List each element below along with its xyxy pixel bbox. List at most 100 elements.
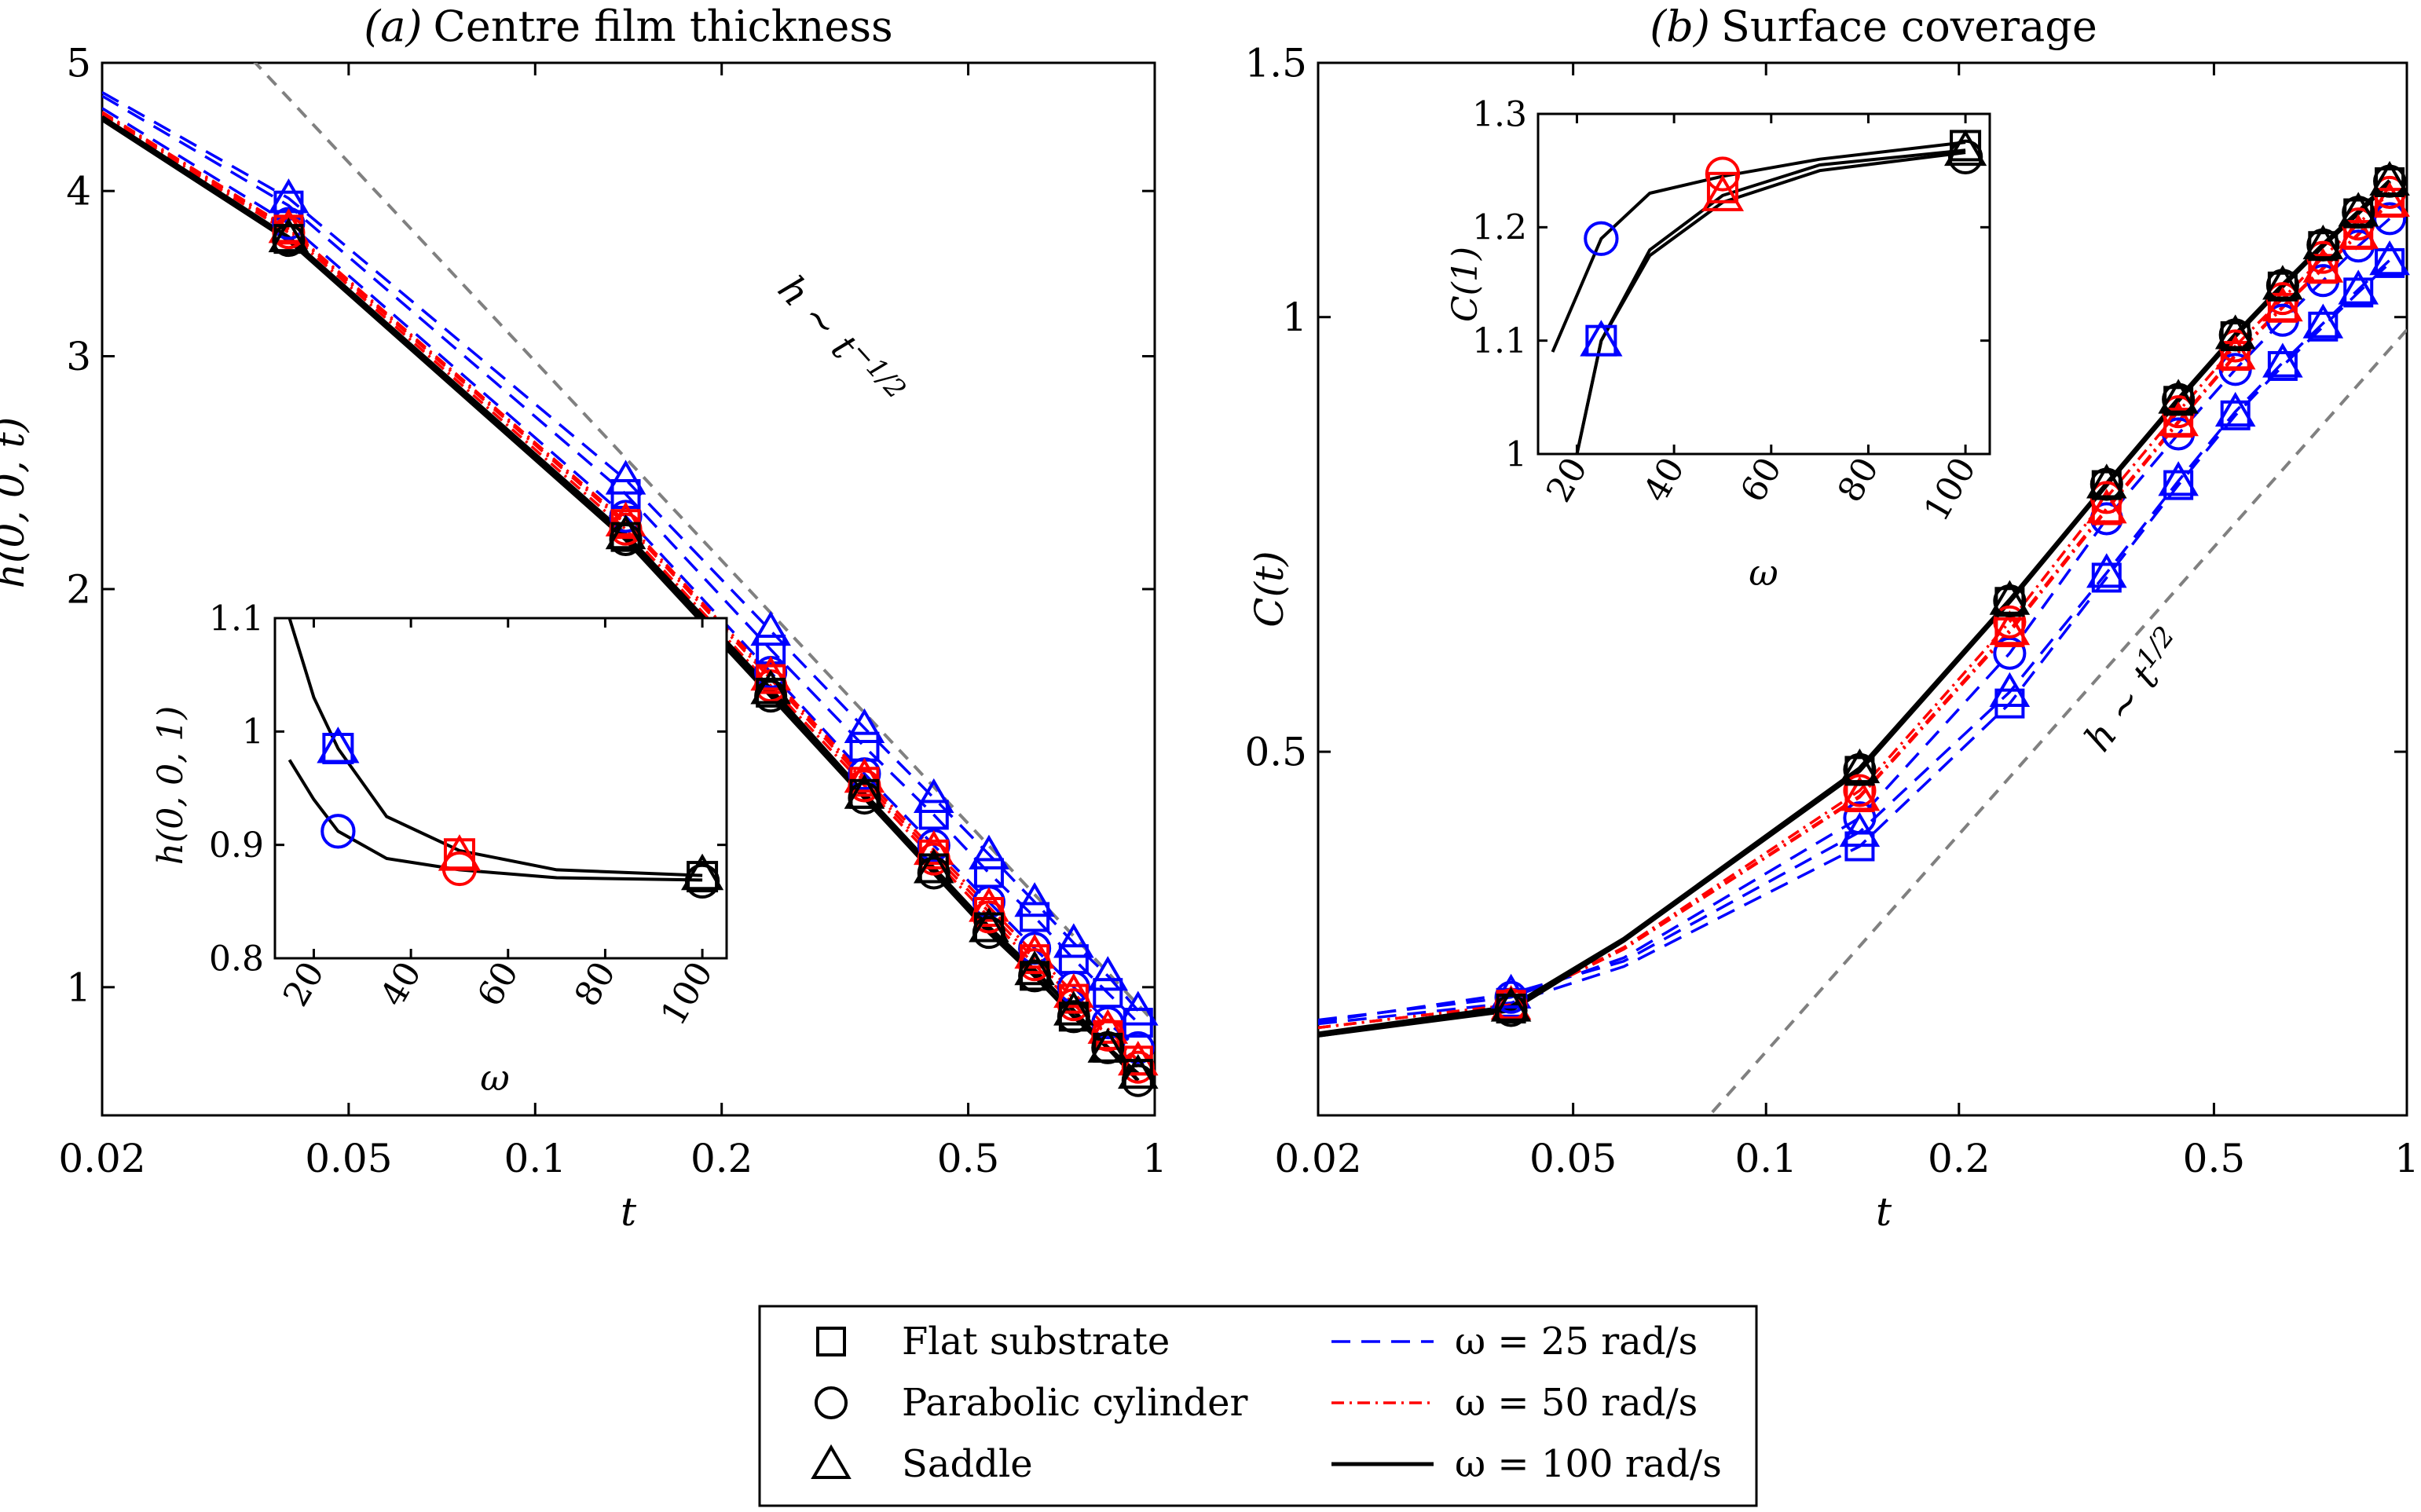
inset-a-xlabel: ω [480, 1056, 510, 1099]
marker-omega-25-triangle [1014, 882, 1055, 917]
marker-omega-100-triangle [2214, 314, 2256, 350]
marker-omega-50-triangle [1053, 972, 1094, 1009]
inset-b-box [1536, 112, 1991, 456]
guide-line [1707, 327, 2407, 1115]
marker-omega-50-square [1994, 617, 2025, 647]
legend-label-omega-100: ω = 100 rad/s [1455, 1442, 1722, 1486]
y-tick-label: 1 [1282, 295, 1307, 340]
x-tick-label: 1 [1142, 1136, 1167, 1181]
marker-omega-100-triangle [1014, 950, 1055, 986]
inset-curve-1 [288, 618, 703, 877]
marker-omega-25-triangle [1839, 811, 1881, 848]
x-tick-label: 0.1 [1734, 1136, 1797, 1181]
series-line-omega-25-triangle [1318, 259, 2391, 1023]
inset-a-ticks: 20 40 60 80 100 0.8 0.9 1 1.1 [209, 599, 727, 1032]
panel-a-xlabel: t [621, 1189, 637, 1235]
inset-marker-omega-50-triangle [438, 834, 482, 871]
y-tick-label: 1 [1505, 434, 1527, 474]
y-tick-label: 5 [66, 41, 91, 86]
legend-label-square: Flat substrate [902, 1320, 1170, 1364]
inset-marker-omega-50-square [1706, 171, 1738, 203]
x-tick-label: 60 [470, 955, 526, 1013]
marker-omega-50-triangle [1087, 1009, 1129, 1044]
x-tick-label: 80 [567, 955, 624, 1013]
inset-a: 20 40 60 80 100 0.8 0.9 1 1.1 ω h(0, 0, 1) [151, 599, 728, 1099]
inset-marker-omega-50-triangle [1701, 174, 1745, 211]
marker-omega-25-triangle [2086, 553, 2127, 588]
marker-omega-100-circle [1018, 959, 1052, 993]
marker-omega-50-triangle [2369, 181, 2410, 217]
marker-omega-25-circle [1494, 980, 1528, 1014]
marker-omega-100-circle [917, 856, 950, 890]
marker-omega-25-square [2375, 247, 2405, 278]
legend-marker-triangle [811, 1444, 852, 1479]
series-line-omega-50-triangle [1318, 200, 2391, 1030]
marker-omega-25-square [2343, 277, 2374, 308]
x-tick-label: 40 [1635, 451, 1692, 509]
x-tick-label: 20 [1539, 451, 1595, 509]
x-tick-label: 0.5 [937, 1136, 1000, 1181]
marker-omega-25-square [918, 800, 949, 830]
marker-omega-100-triangle [1053, 990, 1094, 1026]
marker-omega-25-triangle [1118, 990, 1159, 1026]
marker-omega-25-triangle [969, 834, 1009, 869]
marker-omega-50-triangle [605, 501, 646, 536]
y-tick-label: 0.8 [209, 939, 264, 979]
panel-a-ylabel: h(0, 0, t) [0, 417, 33, 589]
marker-omega-25-triangle [2262, 342, 2303, 378]
marker-omega-100-triangle [2338, 192, 2379, 227]
marker-omega-50-triangle [913, 829, 954, 866]
marker-omega-50-triangle [2086, 489, 2127, 524]
y-tick-label: 1.1 [209, 599, 264, 639]
marker-omega-100-circle [1494, 994, 1528, 1027]
y-tick-label: 0.9 [209, 826, 264, 866]
y-tick-label: 1 [242, 712, 264, 752]
inset-marker-omega-100-triangle [1943, 129, 1987, 167]
marker-omega-25-square [1994, 688, 2025, 719]
marker-omega-100-triangle [2086, 463, 2127, 499]
marker-omega-25-triangle [2302, 303, 2344, 339]
legend-box [758, 1305, 1758, 1507]
marker-omega-25-circle [1843, 801, 1877, 835]
marker-omega-50-triangle [2214, 335, 2256, 370]
y-tick-label: 3 [66, 334, 91, 379]
y-tick-label: 0.5 [1244, 730, 1307, 775]
panel-a-title-prefix: (a) [364, 2, 422, 51]
legend-label-omega-25: ω = 25 rad/s [1455, 1320, 1698, 1364]
inset-b-ylabel: C(1) [1445, 247, 1485, 322]
x-tick-label: 100 [653, 955, 720, 1032]
inset-b-curves [1551, 141, 1966, 454]
inset-b: 20 40 60 80 100 1 1.1 1.2 1.3 ω C(1) [1445, 94, 1991, 594]
panel-b-surface-coverage: (b) Surface coverage 0.02 0.05 0.1 0.2 0.5 10.… [1244, 2, 2419, 1235]
panel-a-ticks: 0.02 0.05 0.1 0.2 0.5 1 1 2 3 4 5 [58, 41, 1167, 1182]
marker-omega-100-triangle [1118, 1053, 1159, 1089]
inset-marker-omega-25-circle [320, 814, 356, 849]
legend-label-triangle: Saddle [902, 1442, 1033, 1486]
marker-omega-25-triangle [913, 778, 954, 814]
marker-omega-25-circle [2373, 202, 2407, 236]
panel-b-series-markers [1490, 160, 2410, 1027]
marker-omega-25-triangle [605, 459, 646, 495]
panel-b-xlabel: t [1876, 1189, 1892, 1235]
marker-omega-25-triangle [2214, 391, 2256, 427]
panel-a-series-markers [268, 178, 1159, 1097]
legend: Flat substrate Parabolic cylinder Saddle ω … [758, 1305, 1758, 1507]
series-line-omega-25-square [102, 94, 1140, 1024]
series-line-omega-25-circle [1318, 218, 2391, 1022]
marker-omega-25-triangle [2158, 461, 2199, 496]
marker-omega-50-triangle [969, 887, 1009, 922]
y-tick-label: 2 [66, 567, 91, 613]
marker-omega-50-triangle [750, 656, 791, 691]
guide-line [253, 63, 1155, 1025]
panel-b-plot-area [1317, 61, 2408, 1117]
y-tick-label: 1 [66, 965, 91, 1010]
marker-omega-100-triangle [1839, 748, 1881, 784]
marker-omega-100-triangle [969, 907, 1009, 943]
x-tick-label: 0.02 [1274, 1136, 1361, 1181]
panel-a-guide-line [253, 63, 1155, 1025]
marker-omega-50-triangle [2338, 214, 2379, 249]
x-tick-label: 0.02 [58, 1136, 145, 1181]
panel-b-title-prefix: (b) [1650, 2, 1710, 51]
marker-omega-50-circle [1843, 774, 1877, 807]
inset-b-markers [1580, 129, 1987, 357]
